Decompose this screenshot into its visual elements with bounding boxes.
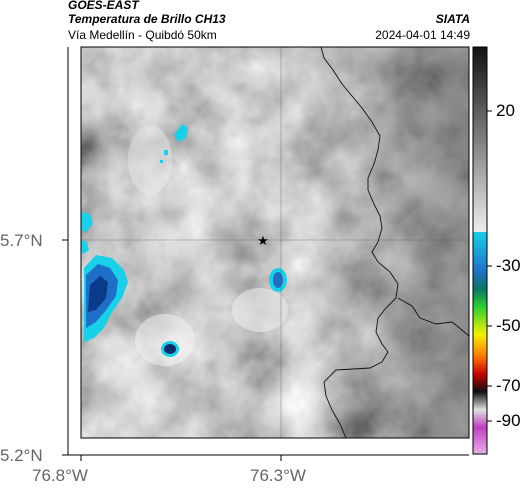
lon-tick-label: 76.8°W [32, 466, 88, 485]
star-icon: ★ [257, 234, 269, 249]
department-border [320, 47, 399, 438]
cold-cloud-south [161, 341, 179, 357]
colorbar-tick-label: 20 [496, 101, 515, 120]
cold-cloud-west [84, 255, 128, 342]
cold-cloud-edge-north [81, 212, 93, 232]
colorbar-tick-label: -90 [496, 411, 521, 430]
satellite-title: GOES-EAST [68, 0, 139, 12]
lat-tick-label: 5.7°N [0, 231, 43, 250]
lat-tick-label: 5.2°N [0, 446, 43, 465]
department-border-east [397, 297, 469, 337]
timestamp: 2024-04-01 14:49 [375, 28, 470, 42]
colorbar-tick-label: -70 [496, 376, 521, 395]
colorbar-tick-label: -30 [496, 256, 521, 275]
cold-cloud-edge-mid [81, 240, 89, 254]
cold-cloud-center [269, 268, 287, 292]
colorbar [472, 46, 492, 455]
lon-tick-label: 76.3°W [250, 466, 306, 485]
region-subtitle: Vía Medellín - Quibdó 50km [68, 28, 217, 42]
brightness-temperature-field [81, 47, 469, 438]
colorbar-tick-label: -50 [496, 316, 521, 335]
cold-cloud-northwest [160, 124, 188, 163]
product-title: Temperatura de Brillo CH13 [68, 12, 226, 26]
agency-label: SIATA [435, 12, 470, 26]
plot-frame [80, 46, 470, 439]
